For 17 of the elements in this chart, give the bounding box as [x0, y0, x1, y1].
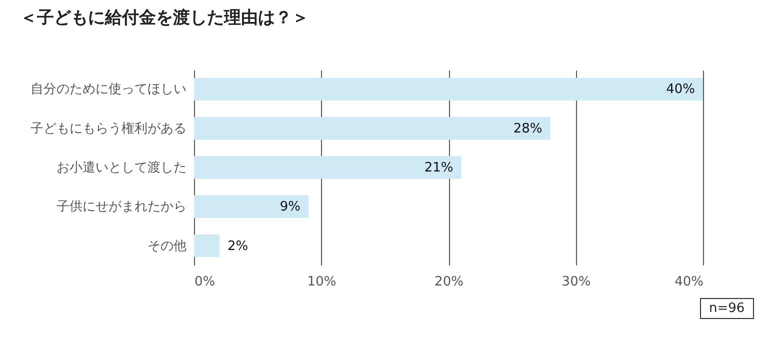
data-label: 40%	[666, 82, 695, 98]
data-label: 2%	[227, 238, 248, 254]
y-tick-label: 自分のために使ってほしい	[30, 82, 186, 98]
chart-title: ＜子どもに給付金を渡した理由は？＞	[20, 7, 309, 29]
x-tick-label: 10%	[307, 274, 336, 290]
x-tick-label: 20%	[434, 274, 464, 290]
x-tick-label: 40%	[674, 274, 704, 290]
y-tick-label: 子供にせがまれたから	[56, 200, 186, 215]
x-tick-label: 30%	[562, 274, 591, 290]
data-label: 21%	[424, 160, 454, 176]
y-tick-label: お小遣いとして渡した	[56, 160, 186, 176]
y-tick-label: その他	[148, 238, 186, 254]
x-tick-label: 0%	[194, 274, 216, 290]
data-label: 28%	[513, 121, 542, 136]
text: n=96	[700, 298, 754, 319]
data-label: 9%	[280, 200, 301, 215]
y-tick-label: 子どもにもらう権利がある	[30, 121, 186, 136]
